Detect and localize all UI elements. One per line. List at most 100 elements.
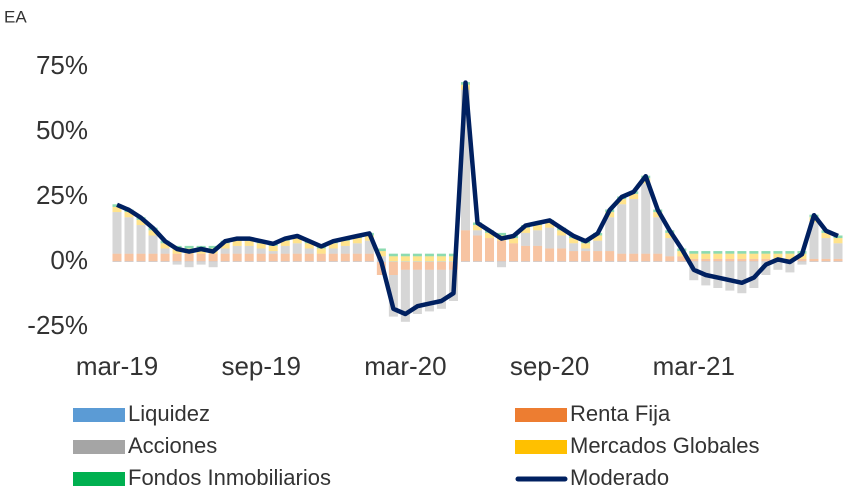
bar-segment: [545, 222, 555, 228]
bar-segment: [581, 261, 591, 262]
bar-segment: [749, 258, 759, 262]
bar-segment: [112, 261, 122, 262]
bar-segment: [485, 232, 495, 239]
bar-segment: [124, 261, 134, 262]
bar-segment: [833, 238, 843, 244]
legend-label: Mercados Globales: [570, 433, 760, 458]
bar-segment: [521, 227, 531, 233]
bar-segment: [533, 230, 543, 246]
bar-segment: [593, 251, 603, 262]
bar-segment: [364, 240, 374, 254]
bar-segment: [533, 245, 543, 262]
bar-segment: [424, 261, 434, 262]
bar-segment: [436, 253, 446, 257]
bar-segment: [761, 261, 771, 262]
bar-segment: [749, 253, 759, 259]
bar-segment: [653, 217, 663, 254]
bar-segment: [388, 253, 398, 257]
bar-segment: [148, 253, 158, 262]
legend-label: Fondos Inmobiliarios: [128, 465, 331, 490]
y-tick-label: 50%: [36, 115, 88, 145]
bar-segment: [424, 256, 434, 262]
bar-segment: [436, 261, 446, 262]
bar-segment: [424, 253, 434, 257]
bar-segment: [208, 253, 218, 262]
bar-segment: [497, 262, 507, 268]
bar-segment: [436, 269, 446, 309]
bar-segment: [497, 240, 507, 262]
bar-segment: [352, 261, 362, 262]
bar-segment: [460, 89, 470, 231]
bar-segment: [244, 253, 254, 262]
bar-segment: [641, 253, 651, 262]
bar-segment: [665, 232, 675, 239]
x-tick-label: mar-19: [76, 351, 158, 381]
x-tick-label: mar-21: [653, 351, 735, 381]
bar-segment: [569, 243, 579, 252]
bar-segment: [725, 253, 735, 259]
bar-segment: [557, 248, 567, 262]
bar-segment: [472, 225, 483, 231]
bar-segment: [472, 261, 483, 262]
legend-label: Renta Fija: [570, 401, 671, 426]
bar-segment: [605, 261, 615, 262]
bar-segment: [388, 262, 398, 275]
bar-segment: [292, 253, 302, 262]
bar-segment: [220, 248, 230, 254]
bar-segment: [376, 248, 386, 252]
bar-segment: [352, 253, 362, 262]
bar-segment: [220, 243, 230, 249]
bar-segment: [124, 212, 134, 218]
bar-segment: [737, 258, 747, 262]
bar-segment: [280, 261, 290, 262]
bar-segment: [545, 227, 555, 249]
bar-segment: [412, 262, 422, 270]
bar-segment: [376, 251, 386, 257]
bar-segment: [533, 225, 543, 231]
bar-segment: [581, 248, 591, 252]
bar-segment: [136, 225, 146, 254]
bar-segment: [304, 261, 314, 262]
bar-segment: [593, 240, 603, 252]
bar-segment: [569, 251, 579, 262]
bar-segment: [304, 243, 314, 249]
bar-segment: [533, 261, 543, 262]
bar-segment: [292, 238, 302, 244]
bar-segment: [677, 256, 687, 262]
bar-segment: [316, 261, 326, 262]
bar-segment: [136, 219, 146, 226]
bar-segment: [749, 261, 759, 262]
bar-segment: [388, 256, 398, 262]
legend-swatch: [73, 440, 125, 454]
bar-segment: [280, 253, 290, 262]
bar-segment: [773, 262, 783, 270]
bar-segment: [220, 253, 230, 262]
x-tick-label: sep-20: [510, 351, 590, 381]
bar-segment: [557, 261, 567, 262]
bar-segment: [196, 253, 206, 262]
bar-segment: [160, 261, 170, 262]
bar-segment: [400, 261, 410, 262]
bar-segment: [629, 261, 639, 262]
bar-segment: [424, 269, 434, 312]
bar-segment: [328, 248, 338, 254]
bar-segment: [773, 251, 783, 254]
bar-segment: [713, 261, 723, 262]
bar-segment: [785, 251, 795, 254]
bar-segment: [400, 253, 410, 257]
bar-segment: [821, 261, 831, 262]
bar-segment: [509, 261, 519, 262]
bar-segment: [713, 258, 723, 262]
bar-segment: [160, 248, 170, 254]
bar-segment: [605, 217, 615, 252]
bar-segment: [304, 248, 314, 254]
bar-segment: [196, 262, 206, 265]
bar-segment: [665, 256, 675, 262]
bar-segment: [809, 258, 819, 262]
bar-segment: [689, 253, 699, 259]
legend-label: Moderado: [570, 465, 669, 490]
legend-label: Liquidez: [128, 401, 210, 426]
bar-segment: [220, 261, 230, 262]
bar-segment: [677, 251, 687, 257]
